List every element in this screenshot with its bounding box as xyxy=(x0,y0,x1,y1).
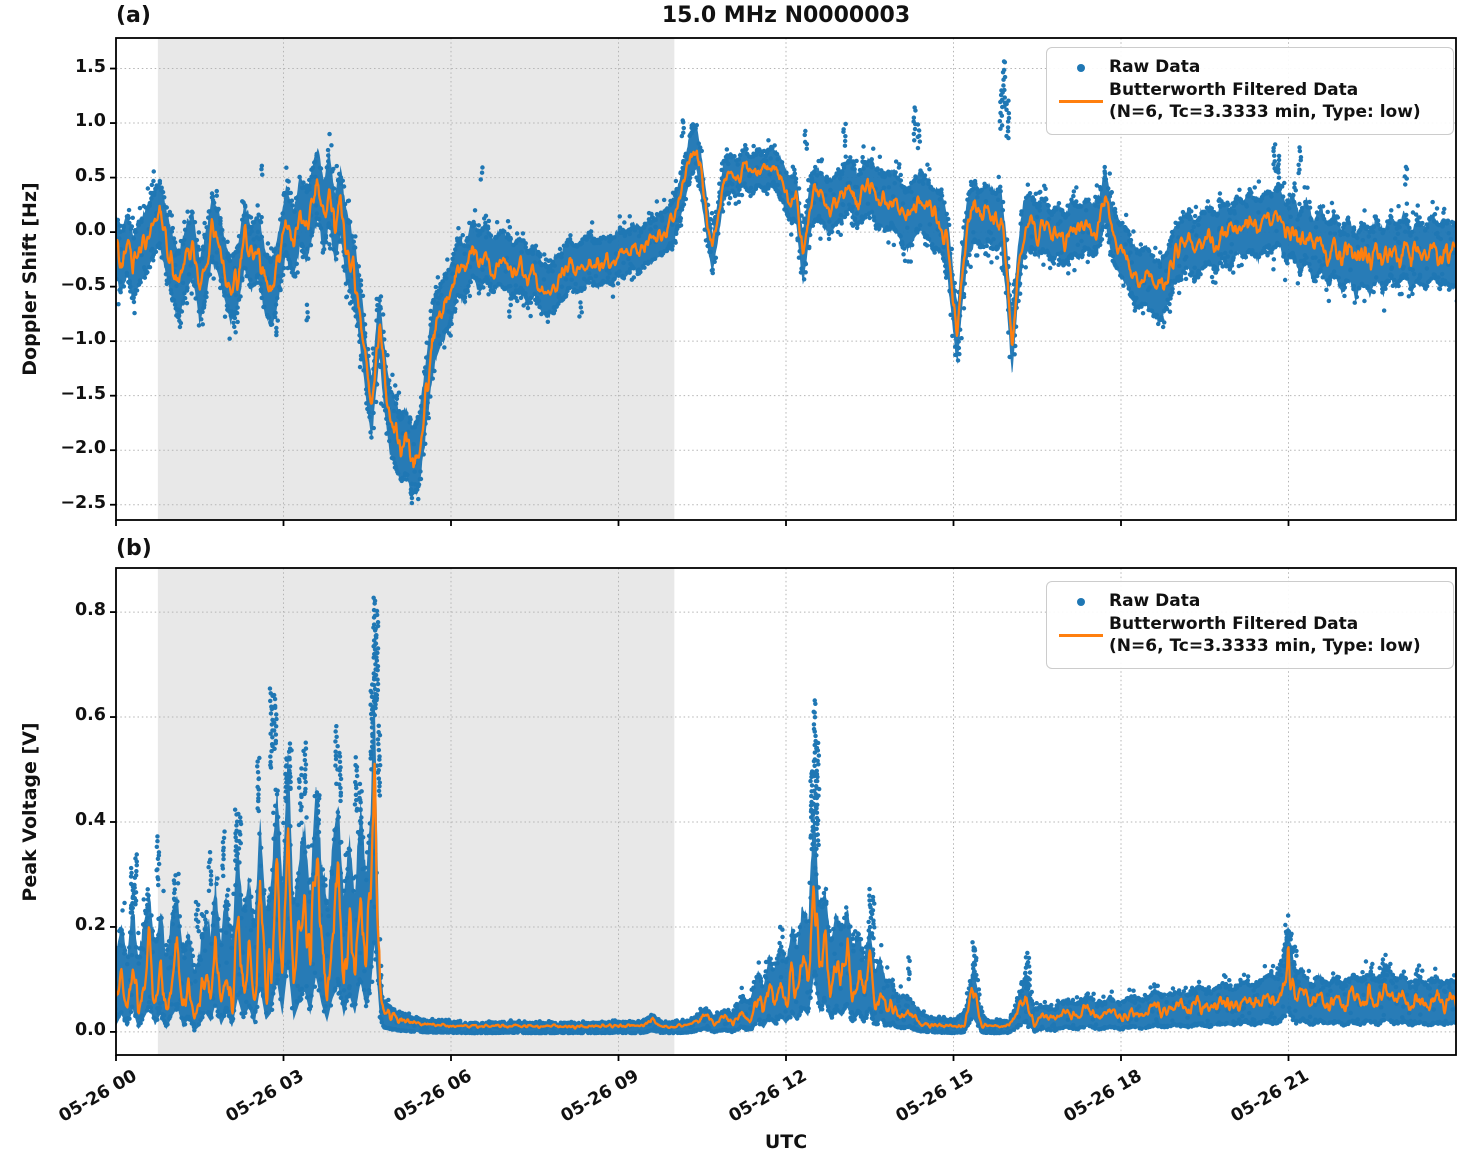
filtered-line-icon xyxy=(1053,100,1109,103)
panel-b-ytick-0.8: 0.8 xyxy=(74,600,106,621)
blue-dot-icon xyxy=(1077,63,1085,72)
legend-filtered-label-line1: Butterworth Filtered Data xyxy=(1109,614,1359,635)
panel-b-ytick-0.6: 0.6 xyxy=(74,705,106,726)
panel-b-raw-scatter-dots xyxy=(116,595,1456,1036)
legend-filtered-label-line2: (N=6, Tc=3.3333 min, Type: low) xyxy=(1109,635,1421,656)
panel-a-ytick-0.0: 0.0 xyxy=(74,220,106,241)
panel-b-ytick-0.4: 0.4 xyxy=(74,809,106,830)
panel-a-raw-scatter-dots xyxy=(116,59,1456,506)
panel-b-tick-marks xyxy=(110,611,1290,1061)
legend-filtered-label: Butterworth Filtered Data (N=6, Tc=3.3333… xyxy=(1109,80,1421,123)
panel-a-ytick-−0.5: −0.5 xyxy=(60,274,106,295)
panel-a-ytick-−2.0: −2.0 xyxy=(60,438,106,459)
panel-a-ytick-1.0: 1.0 xyxy=(74,111,106,132)
orange-line-icon xyxy=(1059,634,1103,637)
panel-b-plot-area xyxy=(116,568,1456,1055)
x-axis-label: UTC xyxy=(764,1131,808,1153)
legend-raw-label: Raw Data xyxy=(1109,591,1201,611)
legend-row-raw: Raw Data xyxy=(1053,57,1445,78)
panel-a-ytick-0.5: 0.5 xyxy=(74,165,106,186)
figure-title: 15.0 MHz N0000003 xyxy=(661,3,911,28)
blue-dot-icon xyxy=(1077,597,1085,606)
panel-a-tick-marks xyxy=(110,67,1290,526)
raw-data-marker-icon xyxy=(1053,597,1109,606)
panel-a-ytick-−1.0: −1.0 xyxy=(60,329,106,350)
panel-b-ytick-0.2: 0.2 xyxy=(74,914,106,935)
legend-filtered-label-line2: (N=6, Tc=3.3333 min, Type: low) xyxy=(1109,101,1421,122)
panel-a-ytick-1.5: 1.5 xyxy=(74,56,106,77)
legend-row-filtered: Butterworth Filtered Data (N=6, Tc=3.3333… xyxy=(1053,80,1445,123)
panel-a-ytick-−2.5: −2.5 xyxy=(60,492,106,513)
panel-a-label: (a) xyxy=(116,3,151,28)
panel-a-legend: Raw Data Butterworth Filtered Data (N=6, … xyxy=(1046,47,1454,135)
legend-row-filtered: Butterworth Filtered Data (N=6, Tc=3.3333… xyxy=(1053,614,1445,657)
filtered-line-icon xyxy=(1053,634,1109,637)
panel-b-label: (b) xyxy=(116,536,152,561)
orange-line-icon xyxy=(1059,100,1103,103)
raw-data-marker-icon xyxy=(1053,63,1109,72)
legend-filtered-label: Butterworth Filtered Data (N=6, Tc=3.3333… xyxy=(1109,614,1421,657)
panel-b-legend: Raw Data Butterworth Filtered Data (N=6, … xyxy=(1046,581,1454,669)
panel-a-raw-scatter-band xyxy=(116,124,1456,497)
panel-b-ytick-0.0: 0.0 xyxy=(74,1019,106,1040)
legend-row-raw: Raw Data xyxy=(1053,591,1445,612)
panel-a-filtered-line xyxy=(116,149,1456,469)
legend-filtered-label-line1: Butterworth Filtered Data xyxy=(1109,80,1359,101)
legend-raw-label: Raw Data xyxy=(1109,57,1201,77)
panel-a-ytick-−1.5: −1.5 xyxy=(60,383,106,404)
panel-a-plot-area xyxy=(116,38,1456,520)
panel-b-filtered-line xyxy=(116,762,1456,1030)
